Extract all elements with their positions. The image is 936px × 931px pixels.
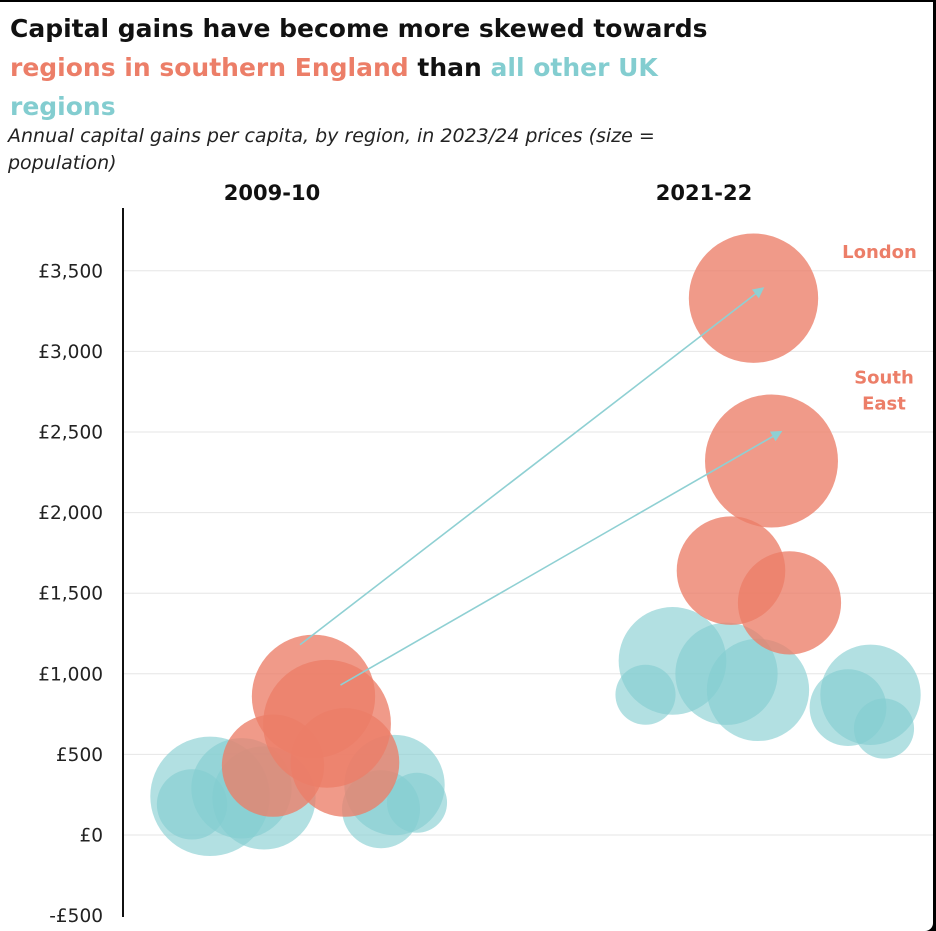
change-arrow-2 [340, 430, 783, 686]
y-tick-label: £500 [56, 745, 103, 766]
y-tick-label: £2,500 [38, 423, 103, 444]
y-tick-label: £1,500 [38, 584, 103, 605]
bubble-other-uk-region-2021-22 [615, 664, 676, 725]
bubbles [150, 233, 921, 857]
period-label-2021-22: 2021-22 [656, 181, 752, 205]
bubble-other-uk-region-2021-22 [706, 638, 810, 742]
bubble-other-uk-region-2021-22 [853, 698, 915, 759]
y-tick-label: £3,000 [38, 342, 103, 363]
y-tick-label: £2,000 [38, 503, 103, 524]
y-tick-label: -£500 [49, 906, 103, 927]
bubble-london-2021-22 [688, 233, 819, 363]
bubble-southern-england-2009-10 [290, 708, 400, 817]
y-tick-label: £3,500 [38, 261, 103, 282]
bubble-south-east-2021-22 [705, 394, 838, 528]
y-tick-label: £1,000 [38, 664, 103, 685]
title-highlight-other-uk: all other UK regions [10, 53, 658, 121]
arrows [299, 287, 783, 686]
annotation-south-east-line-2: East [862, 394, 906, 415]
title-highlight-southern-england: regions in southern England [10, 53, 409, 82]
y-tick-labels: -£500 £0 £500 £1,000 £1,500 £2,000 £2,500 £3,00… [38, 261, 103, 927]
title-part-1: Capital gains have become more skewed to… [10, 14, 708, 43]
bubble-southern-england-2021-22 [737, 551, 842, 655]
change-arrow-1 [299, 287, 765, 646]
chart-title: Capital gains have become more skewed to… [10, 9, 710, 126]
chart-subtitle: Annual capital gains per capita, by regi… [8, 125, 655, 174]
bubble-other-uk-region-2009-10 [156, 769, 228, 840]
region-annotations: London South East [842, 242, 917, 415]
bubble-other-uk-region-2009-10 [386, 772, 448, 833]
period-label-2009-10: 2009-10 [224, 181, 320, 205]
title-part-2: than [408, 53, 491, 82]
annotation-london-line-1: London [842, 242, 917, 263]
annotation-south-east-line-1: South [854, 368, 914, 389]
y-tick-label: £0 [79, 826, 103, 847]
period-labels: 2009-10 2021-22 [224, 181, 752, 205]
